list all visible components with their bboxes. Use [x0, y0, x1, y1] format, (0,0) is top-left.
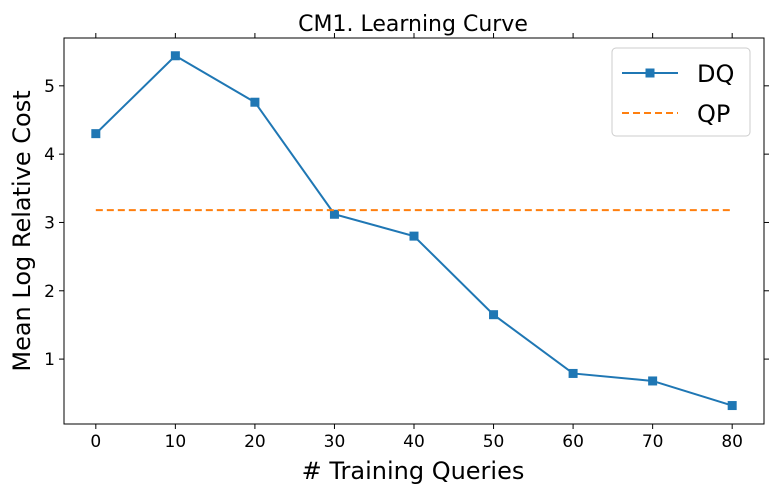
data-point-dq: [250, 97, 260, 107]
x-tick-label: 40: [403, 432, 425, 452]
y-tick-label: 2: [44, 282, 55, 302]
x-tick-label: 10: [165, 432, 187, 452]
y-tick-label: 5: [44, 77, 55, 97]
y-tick-label: 1: [44, 350, 55, 370]
x-tick-label: 70: [642, 432, 664, 452]
legend-label-qp: QP: [697, 100, 730, 128]
series-layer: [91, 51, 737, 411]
x-tick-label: 50: [483, 432, 505, 452]
x-tick-label: 60: [562, 432, 584, 452]
legend: DQ QP: [611, 47, 751, 137]
data-point-dq: [568, 368, 578, 378]
data-point-dq: [91, 129, 101, 139]
data-point-dq: [409, 231, 419, 241]
legend-marker-dq: [645, 68, 655, 78]
y-tick-label: 3: [44, 213, 55, 233]
x-tick-label: 80: [721, 432, 743, 452]
x-axis-label: # Training Queries: [302, 457, 525, 485]
x-tick-label: 0: [90, 432, 101, 452]
y-axis-label: Mean Log Relative Cost: [8, 90, 36, 371]
data-point-dq: [489, 310, 499, 320]
plot-frame: [63, 37, 765, 425]
chart-title: CM1. Learning Curve: [298, 12, 528, 37]
y-tick-label: 4: [44, 145, 55, 165]
axes: 0 10 20 30 40 50 60 70 80 1 2 3 4 5: [44, 33, 769, 452]
data-point-dq: [329, 209, 339, 219]
data-point-dq: [170, 51, 180, 61]
x-tick-label: 20: [244, 432, 266, 452]
x-tick-label: 30: [324, 432, 346, 452]
data-point-dq: [727, 401, 737, 411]
data-point-dq: [648, 376, 658, 386]
legend-label-dq: DQ: [697, 60, 734, 88]
